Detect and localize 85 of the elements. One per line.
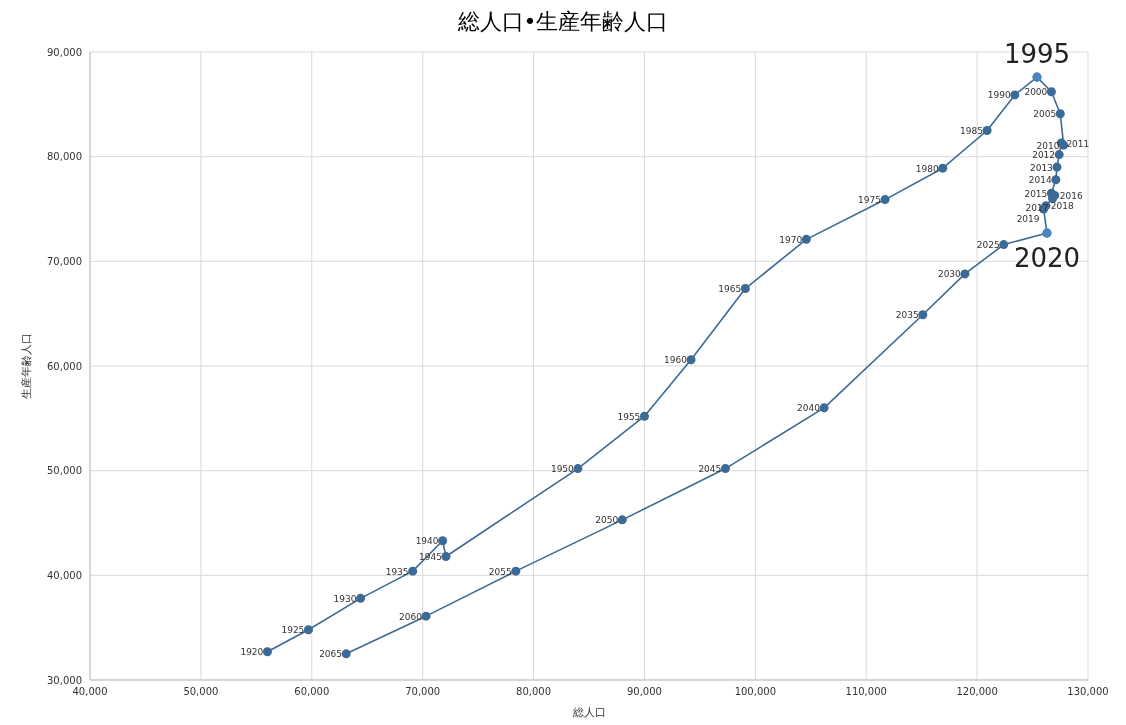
point xyxy=(639,411,649,421)
point xyxy=(421,611,431,621)
point xyxy=(1010,90,1020,100)
point xyxy=(1051,175,1061,185)
annotation: 1985 xyxy=(960,126,983,136)
annotation: 1920 xyxy=(240,647,264,658)
point xyxy=(1054,150,1064,160)
point xyxy=(918,310,928,320)
annotation: 2025 xyxy=(976,240,1000,251)
annotation: 1940 xyxy=(415,536,439,547)
annotation: 2015 xyxy=(1024,188,1048,199)
point xyxy=(801,234,811,244)
annotation: 2065 xyxy=(319,649,343,660)
annotation: 2014 xyxy=(1028,175,1053,186)
y-tick-label: 80,000 xyxy=(47,151,82,163)
annotation: 2000 xyxy=(1024,87,1048,98)
point xyxy=(960,269,970,279)
point xyxy=(720,464,730,474)
annotation: 2010 xyxy=(1036,140,1060,151)
point xyxy=(408,566,418,576)
x-tick-label: 60,000 xyxy=(294,686,330,698)
point xyxy=(441,551,451,561)
x-tick-label: 110,000 xyxy=(845,686,887,698)
annotation: 1995 xyxy=(1003,39,1071,70)
annotation: 2016 xyxy=(1059,190,1083,201)
annotation: 2060 xyxy=(398,611,423,622)
annotation: 1970 xyxy=(779,234,803,245)
point xyxy=(938,163,948,173)
annotation: 1960 xyxy=(664,355,688,366)
point xyxy=(511,566,521,576)
point xyxy=(740,284,750,294)
annotation: 1990 xyxy=(987,90,1011,101)
annotation: 1930 xyxy=(333,593,357,604)
annotation: 2035 xyxy=(895,310,919,321)
x-tick-label: 50,000 xyxy=(183,686,219,698)
annotation: 1980 xyxy=(915,163,939,174)
point xyxy=(356,593,366,603)
annotation: 2050 xyxy=(595,515,619,526)
point xyxy=(341,649,351,659)
x-tick-label: 80,000 xyxy=(516,686,552,698)
annotation: 1935 xyxy=(385,566,409,577)
point xyxy=(262,647,272,657)
x-tick-label: 120,000 xyxy=(956,686,998,698)
y-tick-label: 40,000 xyxy=(47,569,82,581)
x-axis-title: 総人口 xyxy=(571,706,606,719)
annotation: 2011 xyxy=(1066,138,1090,149)
annotation: 2055 xyxy=(488,566,512,577)
x-tick-label: 100,000 xyxy=(734,686,777,698)
point xyxy=(1052,162,1062,172)
annotation: 1955 xyxy=(617,411,641,422)
annotation: 2030 xyxy=(937,269,962,280)
point xyxy=(819,403,829,413)
annotation: 2019 xyxy=(1016,213,1040,224)
x-tick-label: 90,000 xyxy=(626,686,662,698)
y-tick-label: 30,000 xyxy=(47,674,82,686)
annotation: 2012 xyxy=(1032,150,1056,161)
y-axis-title: 生産年齢人口 xyxy=(19,333,33,399)
point xyxy=(573,464,583,474)
annotation: 2020 xyxy=(1013,243,1081,274)
y-tick-label: 50,000 xyxy=(47,465,82,477)
x-tick-label: 130,000 xyxy=(1067,686,1109,698)
point xyxy=(1046,87,1056,97)
point xyxy=(1055,109,1065,119)
chart-title: 総人口•生産年齢人口 xyxy=(456,8,670,36)
annotation: 1965 xyxy=(718,284,742,295)
point xyxy=(880,195,890,205)
point xyxy=(686,355,696,365)
annotation: 1975 xyxy=(858,195,881,206)
annotation: 2040 xyxy=(797,403,821,414)
x-tick-label: 70,000 xyxy=(405,686,441,698)
x-tick-label: 40,000 xyxy=(72,686,108,698)
point xyxy=(982,125,992,136)
point xyxy=(438,536,448,546)
annotation: 2045 xyxy=(698,464,722,475)
point xyxy=(303,625,313,635)
annotation: 2005 xyxy=(1033,109,1057,120)
y-tick-label: 60,000 xyxy=(47,360,82,372)
y-tick-label: 90,000 xyxy=(47,46,82,58)
y-tick-label: 70,000 xyxy=(47,255,82,267)
annotation: 2018 xyxy=(1050,201,1075,212)
point xyxy=(999,240,1009,250)
annotation: 1925 xyxy=(281,625,305,636)
annotation: 2013 xyxy=(1029,162,1053,173)
point xyxy=(617,515,627,525)
annotation: 1950 xyxy=(550,464,575,475)
